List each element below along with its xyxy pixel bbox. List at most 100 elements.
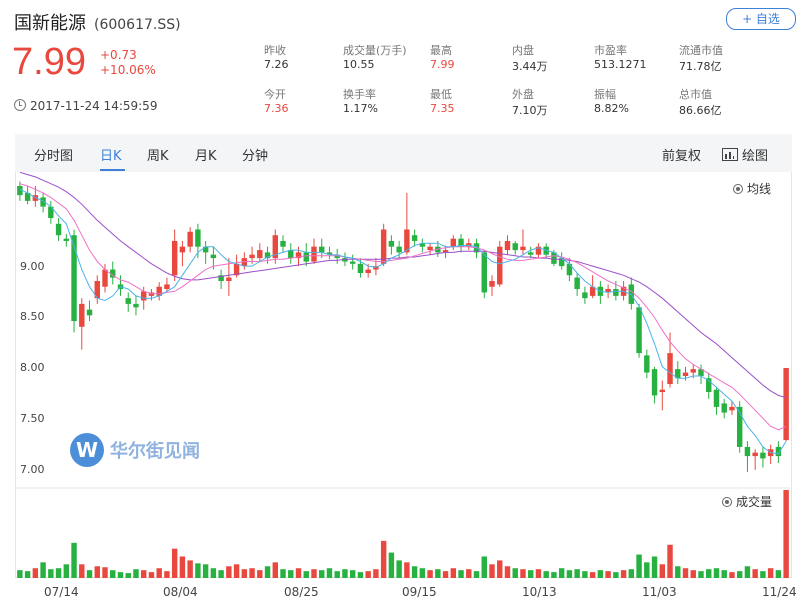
volume-bar <box>682 568 689 578</box>
change-percent: +10.06% <box>100 63 156 77</box>
volume-bar <box>357 572 364 578</box>
volume-bar <box>729 572 735 578</box>
stock-title: 国新能源 (600617.SS) <box>14 9 181 35</box>
volume-bar <box>644 562 650 578</box>
candle-body <box>760 452 766 459</box>
watermark-text: 华尔街见闻 <box>110 441 200 462</box>
volume-bar <box>257 570 263 578</box>
volume-bar <box>760 571 766 578</box>
candle-body <box>218 275 224 281</box>
stat-label: 流通市值 <box>679 44 723 57</box>
volume-bar <box>141 570 147 578</box>
candle-body <box>427 246 433 251</box>
volume-bar <box>179 556 186 578</box>
volume-bar <box>102 567 108 578</box>
tab-monthly-k[interactable]: 月K <box>195 149 217 164</box>
y-tick-label: 7.00 <box>20 463 45 476</box>
y-tick-label: 7.50 <box>20 412 45 425</box>
volume-bar <box>706 569 712 578</box>
candle-body <box>264 252 271 259</box>
candle-body <box>48 206 54 219</box>
candle-body <box>133 303 139 308</box>
adjust-price-toggle[interactable]: 前复权 <box>662 149 702 164</box>
candle-body <box>249 254 255 259</box>
candle-body <box>40 197 46 207</box>
candle-body <box>675 369 681 379</box>
candle-body <box>721 403 727 413</box>
volume-bar <box>319 570 325 578</box>
candle-body <box>326 252 333 255</box>
candle-body <box>744 446 751 457</box>
candle-body <box>698 369 704 376</box>
volume-bar <box>148 572 155 578</box>
volume-bar <box>226 566 232 578</box>
candle-body <box>202 246 209 253</box>
volume-bar <box>744 566 751 578</box>
volume-bar <box>303 571 309 578</box>
volume-bar <box>613 572 619 578</box>
volume-bar <box>767 568 774 578</box>
draw-button[interactable]: 绘图 <box>722 145 768 164</box>
volume-bar <box>667 544 673 578</box>
candle-body <box>63 238 70 241</box>
volume-bar <box>450 568 457 578</box>
candle-body <box>32 195 39 201</box>
candle-body <box>543 246 549 255</box>
volume-bar <box>349 570 356 578</box>
x-tick-label: 11/03 <box>642 585 677 599</box>
stat-label: 昨收 <box>264 44 286 57</box>
candle-body <box>303 252 309 262</box>
volume-bar <box>473 571 480 578</box>
candle-body <box>566 263 573 276</box>
volume-legend[interactable]: 成交量 <box>722 493 772 510</box>
candle-body <box>226 277 232 281</box>
volume-bar <box>628 569 635 578</box>
volume-bar <box>117 572 124 578</box>
stat-label: 最高 <box>430 44 452 57</box>
volume-bar <box>373 569 379 578</box>
candle-body <box>187 231 193 247</box>
x-tick-label: 08/25 <box>284 585 319 599</box>
add-watchlist-button[interactable]: + 自选 <box>726 8 796 30</box>
tab-intraday[interactable]: 分时图 <box>34 149 74 164</box>
stat-value: 71.78亿 <box>679 60 722 73</box>
x-tick-label: 09/15 <box>402 585 437 599</box>
candle-body <box>141 291 147 301</box>
chart-frame <box>15 172 792 578</box>
candle-body <box>241 258 248 267</box>
stat-value: 7.99 <box>430 58 455 71</box>
volume-bar <box>218 570 224 578</box>
candle-body <box>195 229 201 247</box>
y-tick-label: 9.00 <box>20 260 45 273</box>
volume-bar <box>249 568 255 578</box>
candle-body <box>466 243 472 247</box>
volume-bar <box>566 570 573 578</box>
volume-bar <box>32 568 39 578</box>
tab-daily-k[interactable]: 日K <box>100 149 122 164</box>
stat-label: 换手率 <box>343 88 376 101</box>
price-change: +0.73 +10.06% <box>100 48 156 78</box>
tab-weekly-k[interactable]: 周K <box>147 149 169 164</box>
stat-value: 7.10万 <box>512 104 548 117</box>
tab-minute[interactable]: 分钟 <box>242 149 269 164</box>
volume-bar <box>63 564 70 578</box>
stat-value: 7.35 <box>430 102 455 115</box>
volume-bar <box>17 570 23 578</box>
radio-icon <box>733 184 743 194</box>
volume-bar <box>504 566 511 578</box>
candle-body <box>86 309 93 316</box>
ma-legend[interactable]: 均线 <box>733 180 771 197</box>
volume-bar <box>241 569 248 578</box>
volume-legend-label: 成交量 <box>736 495 773 509</box>
volume-bar <box>736 571 743 578</box>
volume-bar <box>535 569 542 578</box>
candle-body <box>342 258 348 262</box>
radio-icon <box>722 497 732 507</box>
candle-body <box>24 192 31 201</box>
candle-body <box>179 246 186 253</box>
volume-bar <box>558 568 565 578</box>
volume-bar <box>551 572 557 578</box>
candle-body <box>535 246 542 255</box>
volume-bar <box>605 571 611 578</box>
